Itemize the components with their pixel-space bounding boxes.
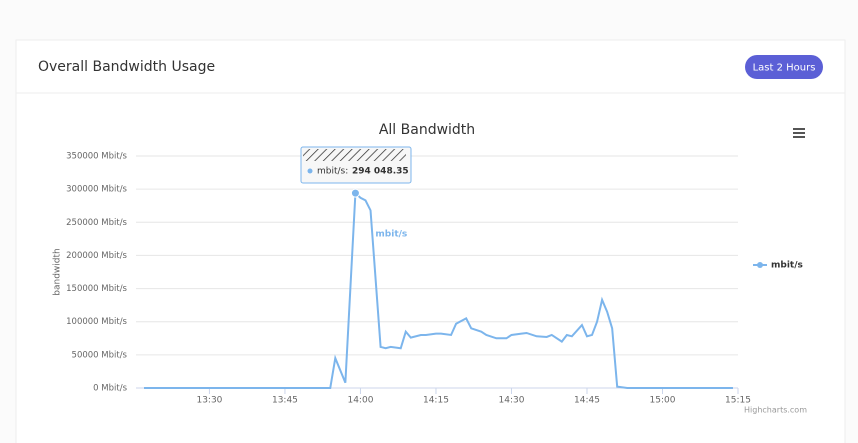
tooltip-dot bbox=[307, 168, 313, 174]
menu-bar[interactable] bbox=[793, 128, 805, 130]
menu-icon[interactable] bbox=[793, 128, 805, 138]
series-line bbox=[144, 190, 733, 389]
chart-title: All Bandwidth bbox=[379, 122, 475, 138]
x-tick-label: 13:45 bbox=[272, 396, 298, 406]
card-title: Overall Bandwidth Usage bbox=[38, 59, 215, 75]
menu-bar[interactable] bbox=[793, 136, 805, 138]
range-button[interactable] bbox=[745, 55, 823, 79]
tooltip: mbit/s: 294 048.35 bbox=[300, 146, 412, 184]
y-tick-label: 50000 Mbit/s bbox=[72, 350, 128, 360]
series-data-label: mbit/s bbox=[375, 230, 407, 240]
card bbox=[15, 39, 846, 443]
legend-label: mbit/s bbox=[771, 261, 803, 271]
range-button-label[interactable]: Last 2 Hours bbox=[753, 63, 816, 74]
y-axis-title: bandwidth bbox=[53, 248, 63, 295]
y-tick-label: 300000 Mbit/s bbox=[66, 185, 127, 195]
y-tick-label: 0 Mbit/s bbox=[93, 384, 127, 394]
legend-marker bbox=[757, 262, 763, 268]
x-tick-label: 15:00 bbox=[650, 396, 676, 406]
tooltip-value: 294 048.35 bbox=[352, 167, 409, 177]
y-tick-label: 150000 Mbit/s bbox=[66, 284, 127, 294]
y-tick-label: 200000 Mbit/s bbox=[66, 251, 127, 261]
y-tick-label: 100000 Mbit/s bbox=[66, 317, 127, 327]
menu-bar[interactable] bbox=[793, 132, 805, 134]
x-tick-label: 14:15 bbox=[423, 396, 449, 406]
y-tick-label: 350000 Mbit/s bbox=[66, 152, 127, 162]
y-tick-label: 250000 Mbit/s bbox=[66, 218, 127, 228]
x-tick-label: 14:30 bbox=[499, 396, 525, 406]
tooltip-label: mbit/s: bbox=[317, 167, 348, 177]
x-tick-label: 14:00 bbox=[347, 396, 373, 406]
x-tick-label: 13:30 bbox=[196, 396, 222, 406]
hover-marker bbox=[350, 188, 360, 198]
tooltip-hatch bbox=[303, 149, 406, 161]
x-tick-label: 15:15 bbox=[725, 396, 751, 406]
credit: Highcharts.com bbox=[744, 406, 807, 415]
x-tick-label: 14:45 bbox=[574, 396, 600, 406]
